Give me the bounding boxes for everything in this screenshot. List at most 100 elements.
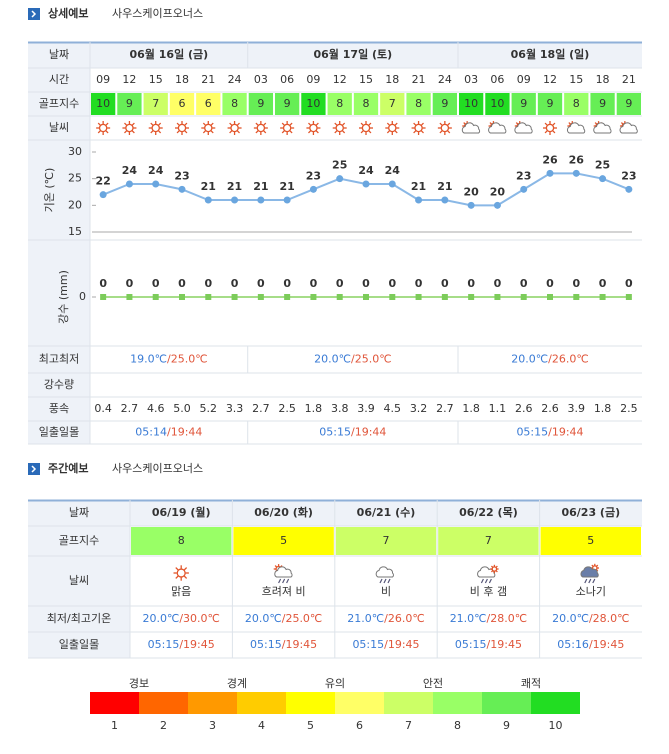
wind-speed: 2.7: [121, 402, 139, 415]
golf-cell: [353, 93, 379, 115]
icon-ray: [552, 130, 556, 134]
icon-ray: [368, 130, 372, 134]
wind-speed: 4.6: [147, 402, 165, 415]
sunset: /19:45: [589, 638, 624, 651]
icon-sun: [545, 123, 555, 133]
icon-ray: [263, 122, 267, 126]
axis-title: 강수 (mm): [57, 270, 70, 324]
weather-text: 맑음: [171, 585, 191, 598]
golf-cell: [169, 93, 195, 115]
sunrise: 05:15: [250, 638, 282, 651]
icon-cloud: [375, 566, 394, 578]
legend-name: 안전: [423, 677, 443, 690]
icon-ray: [368, 122, 372, 126]
golf-cell: [380, 93, 405, 115]
row-label: 날짜: [49, 48, 69, 61]
time-label: 09: [517, 73, 531, 86]
icon-cloud: [514, 122, 533, 134]
legend-swatch: [286, 692, 335, 714]
legend-swatch: [139, 692, 188, 714]
row-label: 날씨: [49, 121, 69, 134]
rain-point: [257, 294, 264, 300]
rain-label: 0: [599, 277, 607, 290]
max-temp: /25.0℃: [351, 353, 392, 366]
rain-point: [573, 294, 580, 300]
icon-ray: [150, 130, 154, 134]
max-temp: /28.0℃: [487, 612, 528, 625]
golf-cell: [131, 527, 232, 555]
sunset: /19:44: [167, 426, 202, 439]
time-label: 12: [122, 73, 136, 86]
time-label: 09: [306, 73, 320, 86]
sun: 05:15/19:45: [148, 638, 215, 651]
icon-drop: [286, 578, 290, 584]
golf-cell: [459, 93, 484, 115]
temp-label: 21: [201, 180, 216, 193]
temp-point: [99, 191, 107, 199]
icon-ray: [175, 567, 179, 571]
section-place: 사우스케이프오너스: [112, 462, 203, 475]
rain-label: 0: [415, 277, 423, 290]
sunset: /19:45: [384, 638, 419, 651]
rain-point: [415, 294, 422, 300]
wind-speed: 3.8: [331, 402, 349, 415]
row-label: 강수량: [44, 378, 74, 391]
icon-ray: [342, 122, 346, 126]
rain-point: [100, 294, 107, 300]
rain-point: [599, 294, 606, 300]
icon-ray: [255, 122, 259, 126]
temp-point: [493, 201, 501, 209]
icon-ray: [289, 122, 293, 126]
rain-point: [494, 294, 501, 300]
golf-index: 8: [415, 97, 422, 110]
rain-label: 0: [625, 277, 633, 290]
temp-point: [520, 185, 528, 193]
golf-index: 5: [280, 534, 287, 547]
icon-drop: [379, 578, 383, 584]
icon-ray: [544, 130, 548, 134]
legend-number: 7: [405, 719, 412, 732]
rain-point: [441, 294, 448, 300]
temp-point: [441, 196, 449, 204]
legend-number: 1: [111, 719, 118, 732]
icon-sun: [125, 123, 134, 133]
golf-index: 7: [383, 534, 390, 547]
time-label: 18: [385, 73, 399, 86]
temp-label: 21: [437, 180, 452, 193]
icon-ray: [184, 130, 188, 134]
sunrise-sunset: 05:15/19:44: [319, 426, 386, 439]
temp-label: 21: [279, 180, 294, 193]
icon-drop: [592, 578, 596, 584]
sunset: /19:45: [487, 638, 522, 651]
legend-name: 유의: [325, 677, 345, 690]
time-label: 21: [622, 73, 636, 86]
row-label: 골프지수: [59, 534, 99, 547]
golf-cell: [540, 527, 641, 555]
golf-cell: [275, 93, 300, 115]
rain-label: 0: [178, 277, 186, 290]
icon-drop: [484, 578, 488, 584]
min-max: 20.0℃/25.0℃: [314, 353, 391, 366]
row-label: 최고최저: [39, 353, 79, 366]
icon-cloud: [461, 122, 481, 134]
temp-label: 21: [253, 180, 268, 193]
row-label: 시간: [49, 73, 69, 86]
minmax: 20.0℃/30.0℃: [142, 612, 219, 625]
sunrise: 05:16: [557, 638, 589, 651]
legend-name: 경계: [227, 677, 247, 690]
label-column: [28, 42, 90, 444]
temp-label: 26: [542, 153, 558, 166]
legend-number: 3: [209, 719, 216, 732]
icon-ray: [413, 122, 417, 126]
temp-point: [572, 169, 580, 177]
temp-label: 23: [174, 169, 189, 182]
wind-speed: 3.3: [226, 402, 244, 415]
icon-ray: [420, 122, 424, 126]
sunrise: 05:15: [455, 638, 487, 651]
weather-text: 소나기: [576, 585, 606, 598]
icon-sun: [491, 566, 498, 572]
rain-point: [126, 294, 133, 300]
temp-point: [467, 201, 475, 209]
min-temp: 20.0℃: [245, 612, 282, 625]
